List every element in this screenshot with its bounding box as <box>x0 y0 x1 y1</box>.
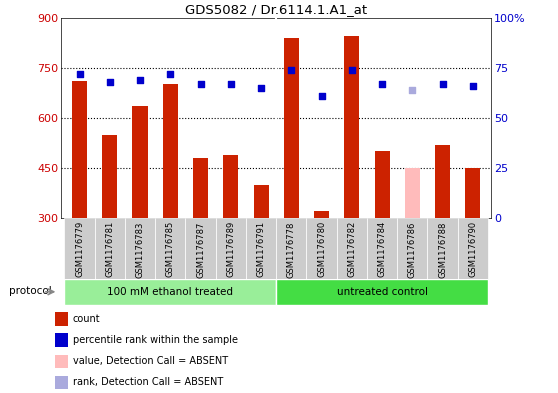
Text: GSM1176787: GSM1176787 <box>196 221 205 277</box>
Point <box>317 93 326 99</box>
Bar <box>344 36 359 218</box>
Point <box>166 71 175 77</box>
Bar <box>427 218 458 279</box>
Bar <box>185 218 216 279</box>
Text: GSM1176783: GSM1176783 <box>136 221 145 277</box>
Bar <box>55 376 68 389</box>
Bar <box>216 218 246 279</box>
Text: GSM1176778: GSM1176778 <box>287 221 296 277</box>
Text: GSM1176784: GSM1176784 <box>378 221 387 277</box>
Bar <box>55 354 68 368</box>
Bar <box>102 134 117 218</box>
Text: rank, Detection Call = ABSENT: rank, Detection Call = ABSENT <box>73 377 223 387</box>
Bar <box>125 218 155 279</box>
Bar <box>64 218 95 279</box>
Bar <box>458 218 488 279</box>
Bar <box>223 154 238 218</box>
Text: GSM1176791: GSM1176791 <box>257 221 266 277</box>
Bar <box>95 218 125 279</box>
Bar <box>246 218 276 279</box>
Text: value, Detection Call = ABSENT: value, Detection Call = ABSENT <box>73 356 228 366</box>
Bar <box>253 185 268 218</box>
Point <box>196 81 205 87</box>
Point <box>408 87 417 93</box>
Bar <box>405 168 420 218</box>
Bar <box>314 211 329 218</box>
Bar <box>64 279 276 305</box>
Bar <box>284 38 299 218</box>
Text: percentile rank within the sample: percentile rank within the sample <box>73 335 238 345</box>
Bar <box>306 218 336 279</box>
Bar <box>367 218 397 279</box>
Text: GSM1176788: GSM1176788 <box>438 221 447 277</box>
Bar <box>276 279 488 305</box>
Bar <box>72 81 87 218</box>
Bar <box>336 218 367 279</box>
Bar <box>163 84 178 218</box>
Point <box>348 67 357 73</box>
Point <box>105 79 114 85</box>
Text: protocol: protocol <box>9 286 52 296</box>
Bar <box>465 168 480 218</box>
Point <box>75 71 84 77</box>
Bar <box>55 312 68 326</box>
Text: 100 mM ethanol treated: 100 mM ethanol treated <box>107 287 233 297</box>
Text: GSM1176785: GSM1176785 <box>166 221 175 277</box>
Point <box>438 81 447 87</box>
Text: untreated control: untreated control <box>336 287 427 297</box>
Bar <box>132 106 148 218</box>
Bar <box>193 158 208 218</box>
Bar <box>397 218 427 279</box>
Point <box>468 83 477 89</box>
Text: GSM1176789: GSM1176789 <box>227 221 235 277</box>
Text: GSM1176780: GSM1176780 <box>317 221 326 277</box>
Text: GSM1176782: GSM1176782 <box>347 221 357 277</box>
Text: GSM1176781: GSM1176781 <box>105 221 114 277</box>
Text: GSM1176790: GSM1176790 <box>468 221 478 277</box>
Point <box>287 67 296 73</box>
Bar <box>55 333 68 347</box>
Bar <box>155 218 185 279</box>
Point <box>257 84 266 91</box>
Point <box>378 81 387 87</box>
Text: GSM1176786: GSM1176786 <box>408 221 417 277</box>
Point <box>136 77 145 83</box>
Text: GSM1176779: GSM1176779 <box>75 221 84 277</box>
Bar <box>374 151 389 218</box>
Bar <box>276 218 306 279</box>
Point <box>227 81 235 87</box>
Text: count: count <box>73 314 100 324</box>
Title: GDS5082 / Dr.6114.1.A1_at: GDS5082 / Dr.6114.1.A1_at <box>185 4 367 17</box>
Bar <box>435 145 450 218</box>
